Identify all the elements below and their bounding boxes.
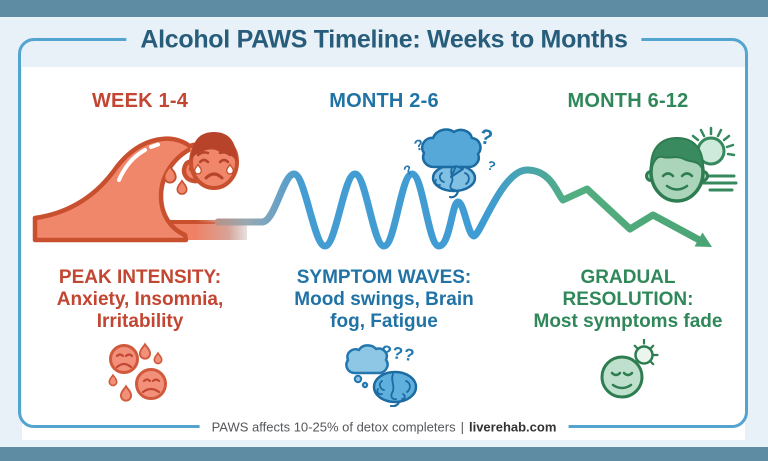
phase-detail-week-1-4: PEAK INTENSITY: Anxiety, Insomnia, Irrit… — [30, 267, 250, 333]
footer-brand: liverehab.com — [468, 419, 557, 435]
teardrop-icon — [176, 179, 188, 195]
fog-cloud — [345, 344, 389, 375]
smile-mouth — [665, 184, 689, 191]
calm-face-sun-icon — [600, 339, 659, 399]
crying-face-icon — [189, 132, 239, 190]
phase-header-month-2-6: MONTH 2-6 — [329, 90, 439, 112]
brain-fog-cloud-icon: ??? — [345, 342, 418, 407]
hair — [649, 136, 705, 171]
footer-stat-text: PAWS affects 10-25% of detox completers — [211, 419, 456, 435]
triple-question-marks: ??? — [380, 342, 416, 366]
question-mark: ? — [478, 125, 495, 150]
phase-heading: GRADUAL — [580, 267, 676, 288]
phase-heading: PEAK INTENSITY: — [58, 267, 222, 288]
phase-detail-month-6-12: GRADUAL RESOLUTION: Most symptoms fade — [512, 267, 744, 333]
timeline-wave-line — [214, 166, 712, 250]
phase-header-week-1-4: WEEK 1-4 — [91, 90, 189, 112]
footer-divider: | — [460, 419, 464, 435]
speech-tail — [450, 165, 464, 178]
phase-body-line: Irritability — [96, 311, 184, 332]
happy-face-sun-icon — [645, 126, 738, 203]
phase-body-line: Most symptoms fade — [533, 311, 723, 332]
page-title: Alcohol PAWS Timeline: Weeks to Months — [126, 25, 642, 55]
question-mark: ? — [485, 157, 497, 174]
wave-body — [32, 136, 195, 243]
crying-faces-tears-icon — [108, 343, 167, 402]
brain-stem — [448, 189, 460, 199]
wave-highlight — [117, 148, 147, 182]
hair — [191, 132, 237, 162]
declining-arrowhead — [694, 232, 712, 247]
phase-body-line: fog, Fatigue — [330, 311, 438, 332]
timeline-illustration: ? ? ? ? — [32, 125, 738, 250]
phase-body-line: Mood swings, Brain — [294, 289, 474, 310]
phase-heading: SYMPTOM WAVES: — [296, 267, 472, 288]
phase-header-month-6-12: MONTH 6-12 — [567, 90, 689, 112]
small-sun — [633, 339, 659, 366]
frown-mouth — [204, 172, 224, 180]
wave-highlight-dash — [149, 142, 160, 149]
phase-body-line: Anxiety, Insomnia, — [56, 289, 224, 310]
phase-detail-month-2-6: SYMPTOM WAVES: Mood swings, Brain fog, F… — [270, 267, 498, 333]
top-border-band — [0, 0, 768, 17]
footer-note: PAWS affects 10-25% of detox completers |… — [199, 419, 569, 435]
rising-sun — [691, 126, 738, 192]
brain-stem — [389, 400, 401, 407]
thought-cloud — [420, 128, 482, 169]
brain-question-icon: ? ? ? ? — [401, 125, 498, 199]
phase-heading: RESOLUTION: — [562, 289, 694, 310]
bottom-border-band — [0, 447, 768, 461]
